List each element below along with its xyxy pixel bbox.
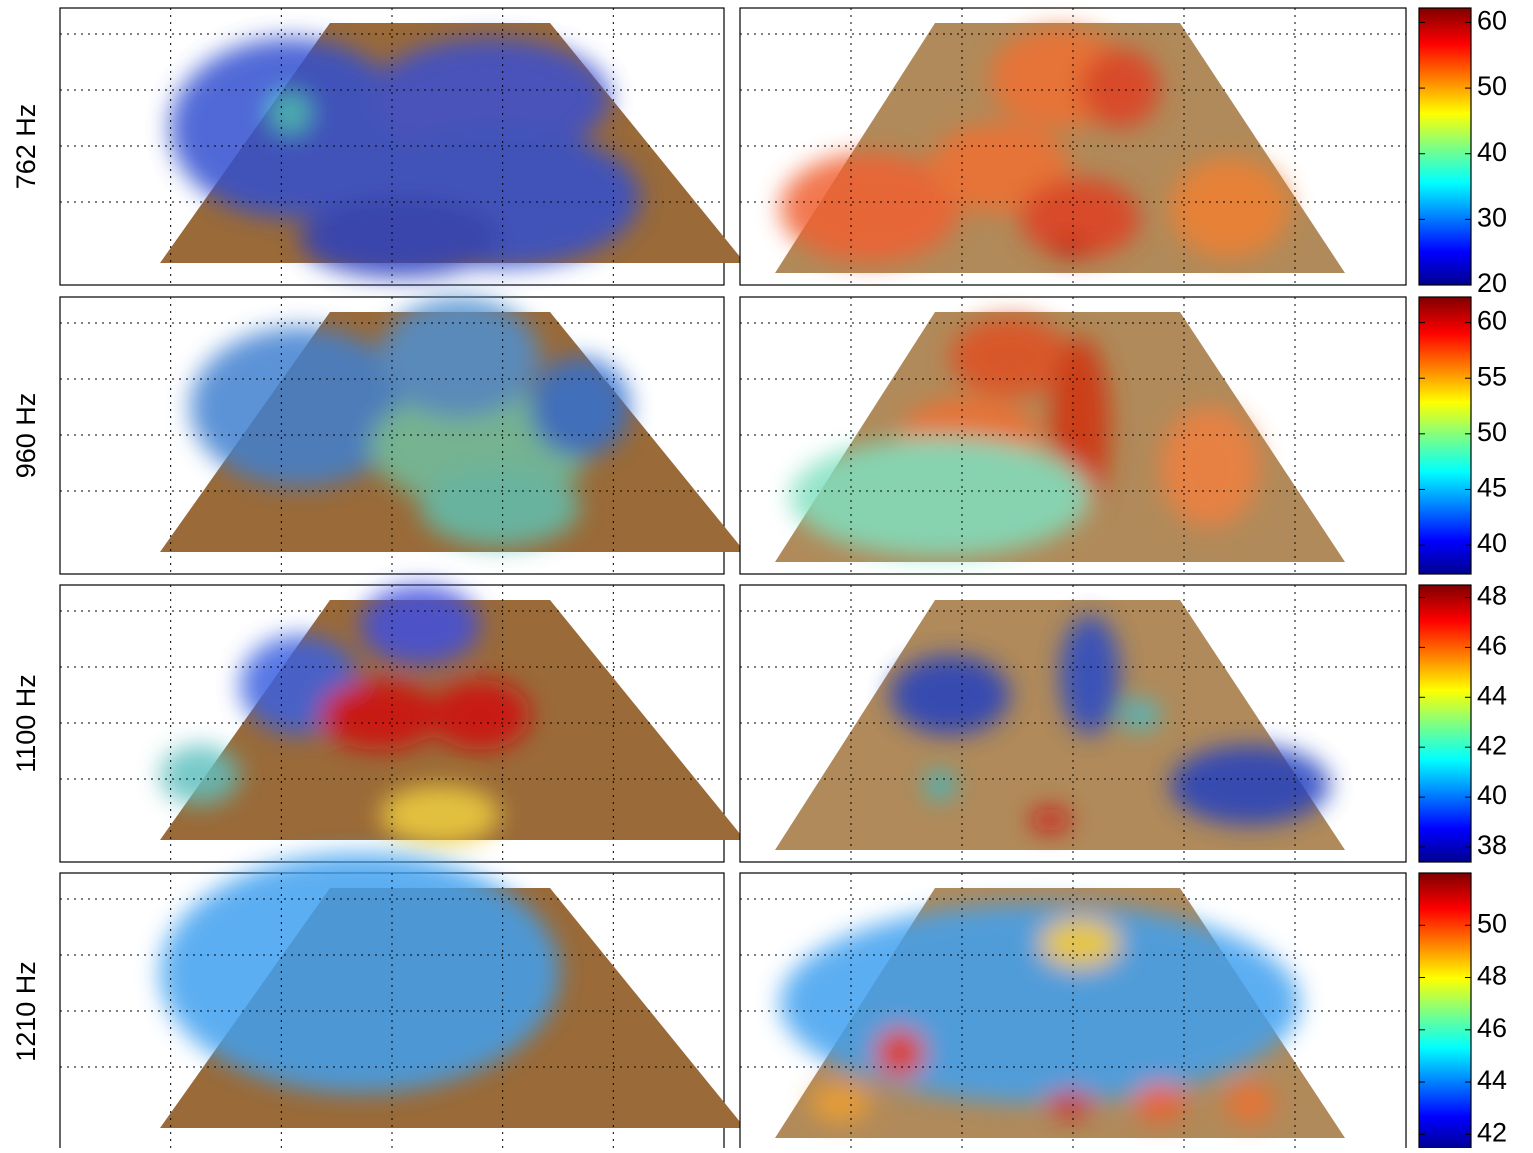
- field-blob: [1225, 1083, 1275, 1123]
- field-blob: [270, 93, 310, 133]
- colorbar-tick-label: 50: [1477, 417, 1507, 447]
- field-blob: [1170, 745, 1330, 825]
- field-blob: [360, 585, 480, 665]
- field-blob: [380, 297, 540, 417]
- field-blob: [160, 745, 240, 805]
- sound-field: [780, 903, 1300, 1123]
- sound-field: [790, 317, 1260, 557]
- row-label: 762 Hz: [11, 104, 41, 190]
- sound-field: [170, 38, 640, 278]
- colorbar: [1418, 7, 1472, 286]
- colorbar-tick-label: 38: [1477, 830, 1507, 860]
- sound-field: [160, 853, 560, 1093]
- colorbar-tick-label: 60: [1477, 6, 1507, 36]
- field-blob: [1135, 1083, 1185, 1123]
- field-blob: [1060, 615, 1120, 735]
- colorbar-tick-label: 48: [1477, 961, 1507, 991]
- sound-field: [890, 615, 1330, 832]
- field-blob: [300, 198, 500, 278]
- row: 960 Hz 40 45 50 55 60: [11, 296, 1507, 575]
- field-blob: [420, 467, 580, 547]
- colorbar-tick-label: 42: [1477, 1117, 1507, 1147]
- field-blob: [950, 317, 1070, 397]
- colorbar-tick-label: 30: [1477, 202, 1507, 232]
- field-blob: [1170, 158, 1290, 258]
- colorbar: [1418, 296, 1472, 575]
- colorbar-tick-label: 40: [1477, 528, 1507, 558]
- field-blob: [875, 1028, 925, 1078]
- field-blob: [380, 785, 500, 845]
- colorbar-tick-label: 60: [1477, 306, 1507, 336]
- colorbar-tick-label: 50: [1477, 71, 1507, 101]
- field-blob: [1040, 918, 1120, 968]
- colorbar-tick-label: 46: [1477, 631, 1507, 661]
- field-blob: [780, 153, 960, 263]
- row: 762 Hz 20 30 40 50 60: [11, 6, 1507, 299]
- field-blob: [1020, 178, 1140, 258]
- field-blob: [1030, 808, 1070, 832]
- field-blob: [370, 38, 610, 158]
- colorbar-tick-label: 20: [1477, 268, 1507, 298]
- field-blob: [780, 903, 1300, 1103]
- field-blob: [1160, 407, 1260, 527]
- colorbar-tick-label: 44: [1477, 680, 1507, 710]
- colorbar: [1418, 872, 1472, 1148]
- field-blob: [790, 437, 1090, 557]
- field-blob: [1080, 48, 1160, 128]
- field-blob: [925, 770, 955, 800]
- field-blob: [890, 655, 1010, 735]
- colorbar-tick-label: 46: [1477, 1013, 1507, 1043]
- field-blob: [810, 1083, 870, 1123]
- field-blob: [430, 680, 530, 750]
- field-blob: [1045, 1091, 1095, 1115]
- field-blob: [530, 357, 630, 457]
- sound-field: [190, 297, 630, 547]
- colorbar-tick-label: 40: [1477, 137, 1507, 167]
- row: 1210 Hz 42 44 46 48 50: [11, 853, 1507, 1148]
- sound-field: [780, 28, 1290, 263]
- sound-field: [160, 585, 530, 845]
- colorbar-tick-label: 44: [1477, 1065, 1507, 1095]
- colorbar: [1418, 584, 1472, 863]
- field-blob: [320, 680, 440, 750]
- row-label: 1100 Hz: [11, 674, 41, 773]
- field-blob: [190, 327, 410, 487]
- row: 1100 Hz 38 40 42 44 46 48: [11, 581, 1507, 863]
- row-label: 1210 Hz: [11, 961, 41, 1062]
- field-blob: [1120, 700, 1160, 730]
- colorbar-tick-label: 55: [1477, 361, 1507, 391]
- row-label: 960 Hz: [11, 393, 41, 479]
- field-blob: [160, 853, 560, 1093]
- colorbar-tick-label: 42: [1477, 730, 1507, 760]
- colorbar-tick-label: 40: [1477, 780, 1507, 810]
- field-blob: [1050, 240, 1090, 256]
- colorbar-tick-label: 45: [1477, 473, 1507, 503]
- colorbar-tick-label: 50: [1477, 908, 1507, 938]
- colorbar-tick-label: 48: [1477, 581, 1507, 611]
